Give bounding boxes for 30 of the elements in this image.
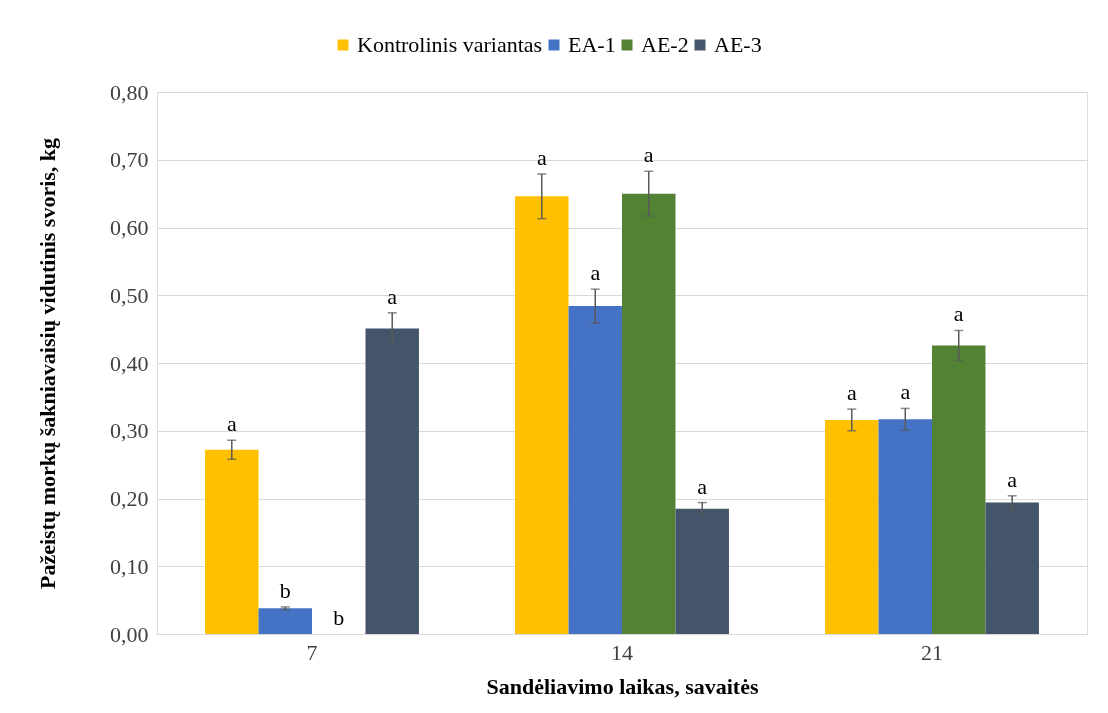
data-label: a (846, 380, 857, 406)
x-tick-label: 14 (611, 639, 633, 665)
y-tick-label: 0,40 (110, 350, 149, 376)
x-tick-label: 21 (921, 639, 943, 665)
x-tick-label: 7 (306, 639, 318, 665)
data-label: a (900, 379, 911, 405)
data-label: a (590, 260, 601, 286)
data-label: a (1007, 466, 1018, 492)
y-tick-label: 0,50 (110, 282, 149, 308)
y-tick-label: 0,80 (110, 79, 149, 105)
y-tick-label: 0,10 (110, 553, 149, 579)
x-axis-title: Sandėliavimo laikas, savaitės (486, 673, 759, 699)
y-tick-label: 0,20 (110, 486, 149, 511)
data-label: a (697, 473, 708, 499)
data-label: a (643, 142, 654, 168)
y-tick-label: 0,70 (110, 147, 149, 173)
data-label: a (953, 301, 964, 327)
data-label: a (226, 411, 237, 437)
y-axis-title: Pažeistų morkų šakniavaisių vidutinis svoris, kg (35, 137, 60, 590)
y-tick-label: 0,60 (110, 215, 149, 240)
data-label: a (387, 283, 398, 309)
legend-label: EA-1 (568, 32, 616, 57)
legend-label: AE-3 (714, 32, 762, 57)
data-label: b (279, 577, 291, 603)
data-label: a (536, 144, 547, 170)
y-tick-label: 0,30 (110, 418, 149, 444)
legend-label: Kontrolinis variantas (357, 32, 543, 57)
y-tick-label: 0,00 (110, 621, 149, 647)
text: b (333, 605, 345, 630)
legend-label: AE-2 (641, 32, 689, 57)
